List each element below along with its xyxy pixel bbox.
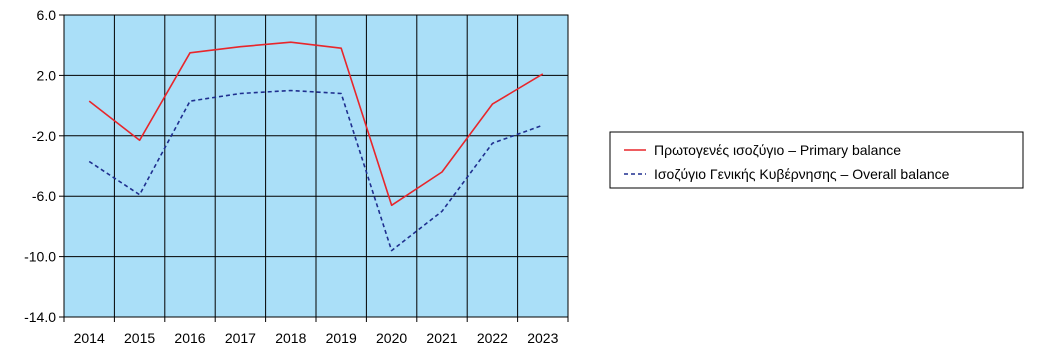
series-line-overall-balance: [88, 89, 544, 252]
y-tick-label: -14.0: [24, 309, 56, 325]
legend-box: [609, 131, 1024, 189]
x-tick-label: 2015: [124, 330, 155, 346]
x-tick-label: 2020: [376, 330, 407, 346]
series-lines: [88, 41, 544, 252]
legend-label: Ισοζύγιο Γενικής Κυβέρνησης – Overall ba…: [654, 166, 950, 182]
x-tick-label: 2014: [74, 330, 105, 346]
legend-label: Πρωτογενές ισοζύγιο – Primary balance: [654, 142, 901, 158]
x-axis-ticks: 2014 2015 2016 2017 2018 2019 2020 2021 2022 2023: [63, 317, 569, 346]
y-axis-ticks: 6.0 2.0 -2.0 -6.0 -10.0 -14.0: [24, 7, 64, 325]
y-tick-label: 2.0: [37, 67, 57, 83]
legend: Πρωτογενές ισοζύγιο – Primary balance Ισο…: [609, 131, 1024, 189]
x-tick-label: 2021: [426, 330, 457, 346]
grid-lines: [64, 15, 568, 317]
x-tick-label: 2018: [275, 330, 306, 346]
y-tick-label: -2.0: [32, 128, 56, 144]
y-tick-label: -10.0: [24, 249, 56, 265]
x-tick-label: 2023: [527, 330, 558, 346]
plot-border: [63, 14, 569, 318]
series-line-primary-balance: [88, 41, 544, 207]
x-tick-label: 2022: [477, 330, 508, 346]
x-tick-label: 2016: [174, 330, 205, 346]
x-tick-label: 2017: [225, 330, 256, 346]
x-tick-label: 2019: [326, 330, 357, 346]
y-tick-label: 6.0: [37, 7, 57, 23]
y-tick-label: -6.0: [32, 188, 56, 204]
